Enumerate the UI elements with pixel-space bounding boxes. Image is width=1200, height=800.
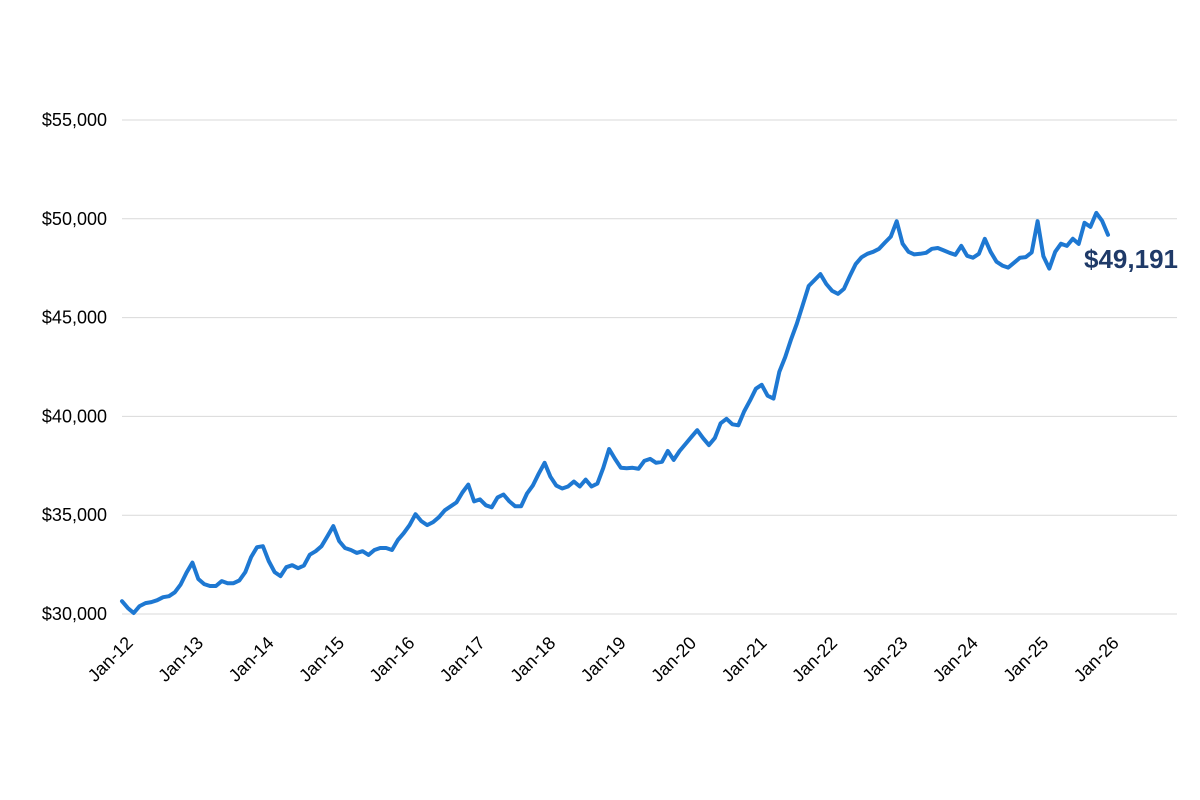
current-value-label: $49,191 <box>1084 244 1178 274</box>
x-axis-tick-label: Jan-15 <box>295 633 348 686</box>
x-axis-tick-label: Jan-23 <box>858 633 911 686</box>
x-axis-tick-label: Jan-17 <box>436 633 489 686</box>
x-axis-tick-label: Jan-12 <box>84 633 137 686</box>
x-axis-tick-label: Jan-16 <box>365 633 418 686</box>
x-axis-tick-label: Jan-14 <box>225 633 278 686</box>
x-axis-tick-label: Jan-13 <box>154 633 207 686</box>
y-axis-tick-label: $35,000 <box>42 505 107 525</box>
y-axis-tick-label: $55,000 <box>42 110 107 130</box>
series-line <box>120 210 1110 615</box>
x-axis-tick-label: Jan-24 <box>929 633 982 686</box>
x-axis-tick-label: Jan-25 <box>999 633 1052 686</box>
x-axis-tick-label: Jan-22 <box>788 633 841 686</box>
y-axis-tick-label: $40,000 <box>42 406 107 426</box>
y-axis-labels: $30,000 $35,000 $40,000 $45,000 $50,000 $55,0… <box>42 110 107 624</box>
x-axis-tick-label: Jan-26 <box>1070 633 1123 686</box>
y-axis-tick-label: $45,000 <box>42 308 107 328</box>
y-axis-tick-label: $50,000 <box>42 209 107 229</box>
x-axis-tick-label: Jan-19 <box>577 633 630 686</box>
x-axis-tick-label: Jan-18 <box>506 633 559 686</box>
y-axis-tick-label: $30,000 <box>42 604 107 624</box>
gridlines <box>122 119 1177 615</box>
x-axis-tick-label: Jan-21 <box>718 633 771 686</box>
x-axis-labels: Jan-12 Jan-13 Jan-14 Jan-15 Jan-16 Jan-17 Jan-… <box>84 633 1123 686</box>
x-axis-tick-label: Jan-20 <box>647 633 700 686</box>
